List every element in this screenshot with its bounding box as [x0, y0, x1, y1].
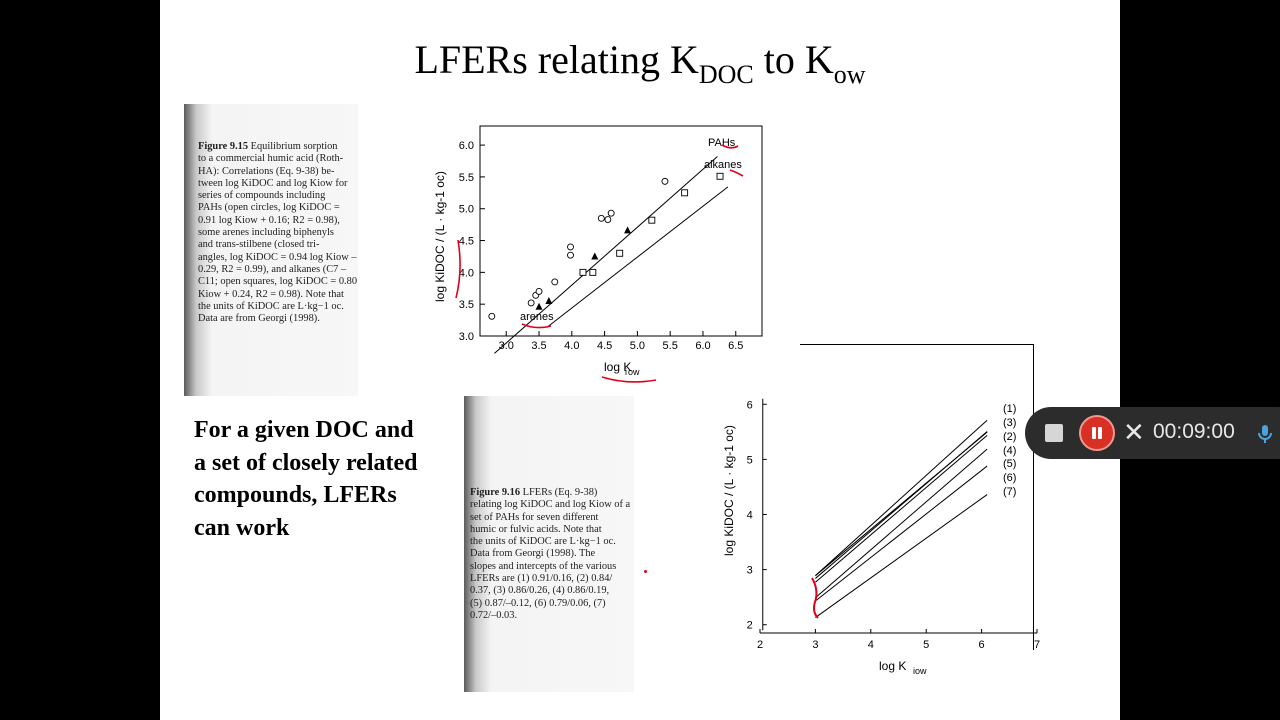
figure-9-16-caption-scan: Figure 9.16 LFERs (Eq. 9-38) relating log… — [464, 396, 634, 692]
caption-line: series of compounds including — [198, 190, 326, 202]
caption-line: some arenes including biphenyls — [198, 227, 334, 239]
caption-line: Kiow + 0.24, R2 = 0.98). Note that — [198, 288, 344, 300]
caption-line: LFERs (Eq. 9-38) — [520, 487, 598, 498]
caption-line: to a commercial humic acid (Roth- — [198, 153, 344, 165]
title-subscript-doc: DOC — [698, 60, 754, 89]
body-line: For a given DOC and — [194, 417, 414, 443]
caption-line: angles, log KiDOC = 0.94 log Kiow – — [198, 251, 357, 263]
figure-frame-line — [1033, 344, 1034, 650]
body-line: can work — [194, 514, 290, 541]
title-text-mid: to K — [753, 37, 834, 82]
figure-9-15-caption-scan: Figure 9.15 Equilibrium sorption to a com… — [184, 104, 358, 396]
caption-line: Equilibrium sorption — [248, 141, 338, 152]
caption-line: tween log KiDOC and log Kiow for — [198, 177, 348, 189]
title-subscript-ow: ow — [833, 60, 866, 89]
caption-line: (5) 0.87/–0.12, (6) 0.79/0.06, (7) — [470, 597, 606, 609]
slide: LFERs relating KDOC to Kow Figure 9.15 E… — [160, 0, 1120, 720]
caption-line: slopes and intercepts of the various — [470, 560, 617, 572]
caption-line: LFERs are (1) 0.91/0.16, (2) 0.84/ — [470, 573, 613, 585]
caption-line: 0.91 log Kiow + 0.16; R2 = 0.98), — [198, 214, 340, 226]
caption-line: set of PAHs for seven different — [470, 511, 599, 523]
caption-line: HA): Correlations (Eq. 9-38) be- — [198, 165, 335, 177]
caption-line: 0.72/–0.03. — [470, 609, 518, 621]
figure-9-15-caption: Figure 9.15 Equilibrium sorption to a com… — [198, 141, 357, 325]
caption-label: Figure 9.16 — [470, 487, 521, 498]
microphone-icon[interactable] — [1253, 422, 1277, 446]
recording-toolbar: ✕ 00:09:00 — [1025, 407, 1280, 459]
caption-line: C11; open squares, log KiDOC = 0.80 — [198, 276, 358, 288]
stop-recording-button[interactable] — [1045, 424, 1063, 442]
pause-recording-button[interactable] — [1079, 415, 1115, 451]
figure-frame-line — [800, 344, 1034, 345]
caption-line: humic or fulvic acids. Note that — [470, 523, 602, 535]
title-text: LFERs relating K — [414, 37, 699, 82]
caption-line: 0.37, (3) 0.86/0.26, (4) 0.86/0.19, — [470, 585, 610, 597]
close-icon[interactable]: ✕ — [1123, 418, 1145, 448]
recording-timer: 00:09:00 — [1153, 420, 1235, 443]
body-line: compounds, LFERs — [194, 482, 397, 508]
body-line: a set of closely related — [194, 449, 418, 476]
caption-line: the units of KiDOC are L·kg−1 oc. — [198, 300, 344, 312]
caption-line: relating log KiDOC and log Kiow of a — [470, 499, 631, 511]
caption-line: PAHs (open circles, log KiDOC = — [198, 202, 340, 214]
figure-9-16-caption: Figure 9.16 LFERs (Eq. 9-38) relating log… — [470, 487, 630, 622]
slide-title: LFERs relating KDOC to Kow — [160, 36, 1120, 90]
caption-line: Data from Georgi (1998). The — [470, 548, 596, 560]
caption-line: the units of KiDOC are L·kg−1 oc. — [470, 536, 616, 548]
caption-line: 0.29, R2 = 0.99), and alkanes (C7 – — [198, 263, 347, 275]
ink-dot — [644, 570, 647, 573]
caption-line: Data are from Georgi (1998). — [198, 313, 320, 325]
slide-body-text: For a given DOC and a set of closely rel… — [194, 414, 454, 544]
caption-line: and trans-stilbene (closed tri- — [198, 239, 320, 251]
caption-label: Figure 9.15 — [198, 141, 249, 152]
